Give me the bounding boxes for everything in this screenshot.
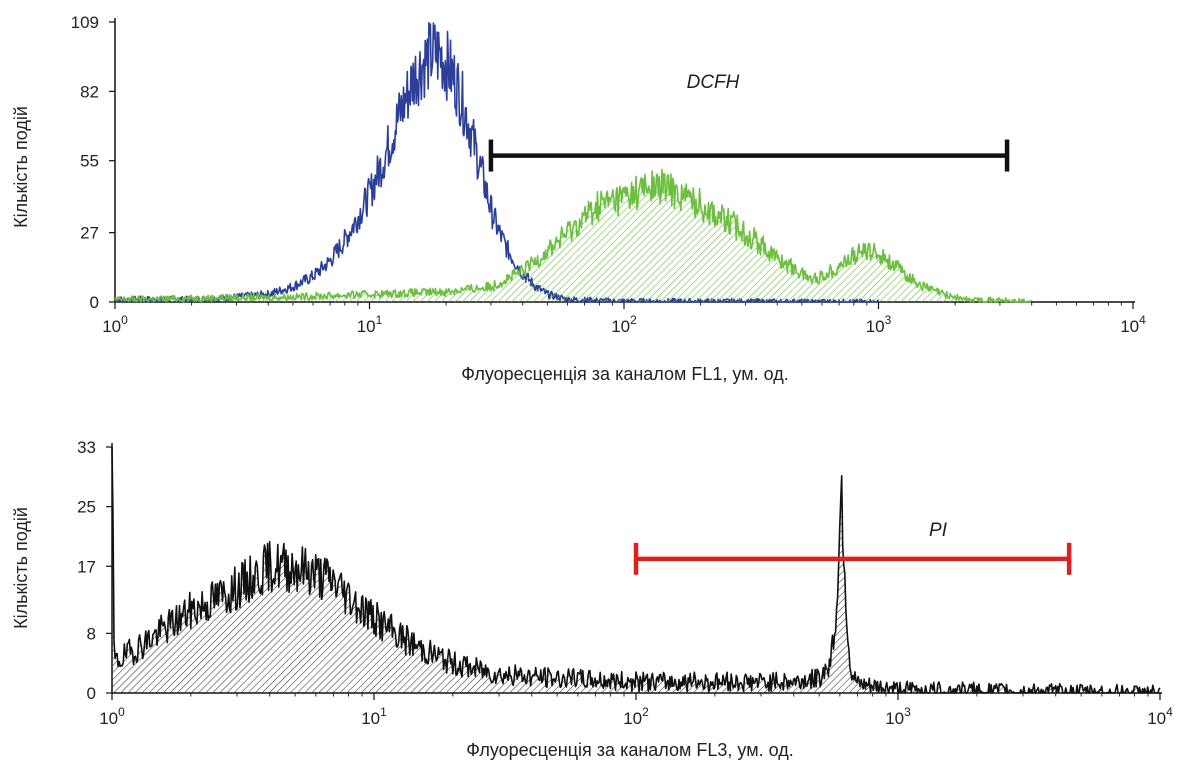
y-tick-label: 17 [77, 557, 96, 576]
x-tick-label: 103 [885, 705, 911, 728]
panel-2-xlabel: Флуоресценція за каналом FL3, ум. од. [466, 740, 793, 760]
panel-2-ylabel: Кількість подій [11, 507, 31, 629]
panel-1-gate-label: DCFH [687, 72, 740, 93]
panel-1-ylabel: Кількість подій [11, 106, 31, 228]
x-tick-label: 101 [361, 705, 387, 728]
y-tick-label: 55 [80, 152, 99, 171]
y-tick-label: 0 [87, 684, 96, 703]
x-tick-label: 102 [611, 313, 637, 336]
y-tick-label: 25 [77, 498, 96, 517]
x-tick-label: 100 [99, 705, 125, 728]
panel-2-gate-label: PI [929, 520, 948, 541]
x-tick-label: 102 [623, 705, 649, 728]
panel-1-plot: 0 27 55 82 109 100 101 102 103 104 [71, 13, 1146, 336]
series-1-line [111, 446, 1161, 694]
panel-2-plot: 0 8 17 25 33 100 101 102 103 104 [77, 438, 1173, 728]
series-1-fill [112, 447, 1160, 693]
panel-1-xlabel: Флуоресценція за каналом FL1, ум. од. [461, 364, 788, 384]
x-tick-label: 101 [357, 313, 383, 336]
x-tick-label: 103 [866, 313, 892, 336]
x-tick-label: 104 [1120, 313, 1146, 336]
y-tick-label: 27 [80, 224, 99, 243]
y-tick-label: 0 [90, 293, 99, 312]
panel-2: Кількість подій Флуоресценція за каналом… [11, 507, 948, 760]
y-tick-label: 82 [80, 82, 99, 101]
x-tick-label: 100 [102, 313, 128, 336]
gate-marker [488, 139, 1010, 172]
x-tick-label: 104 [1147, 705, 1173, 728]
series-2-fill [115, 169, 1032, 302]
gate-marker [633, 542, 1072, 575]
y-tick-label: 109 [71, 13, 99, 32]
series-2-line [114, 168, 1033, 303]
panel-1: Кількість подій Флуоресценція за каналом… [11, 72, 789, 384]
y-tick-label: 8 [87, 624, 96, 643]
y-tick-label: 33 [77, 438, 96, 457]
